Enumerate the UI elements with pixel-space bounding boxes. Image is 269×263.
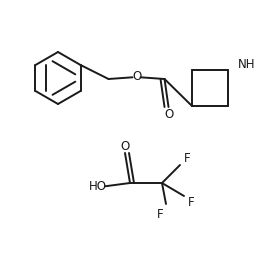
Text: O: O	[120, 139, 130, 153]
Text: O: O	[132, 70, 141, 83]
Text: O: O	[164, 108, 173, 120]
Text: F: F	[188, 196, 194, 210]
Text: F: F	[184, 153, 190, 165]
Text: NH: NH	[238, 58, 256, 70]
Text: F: F	[157, 208, 163, 220]
Text: HO: HO	[89, 180, 107, 194]
